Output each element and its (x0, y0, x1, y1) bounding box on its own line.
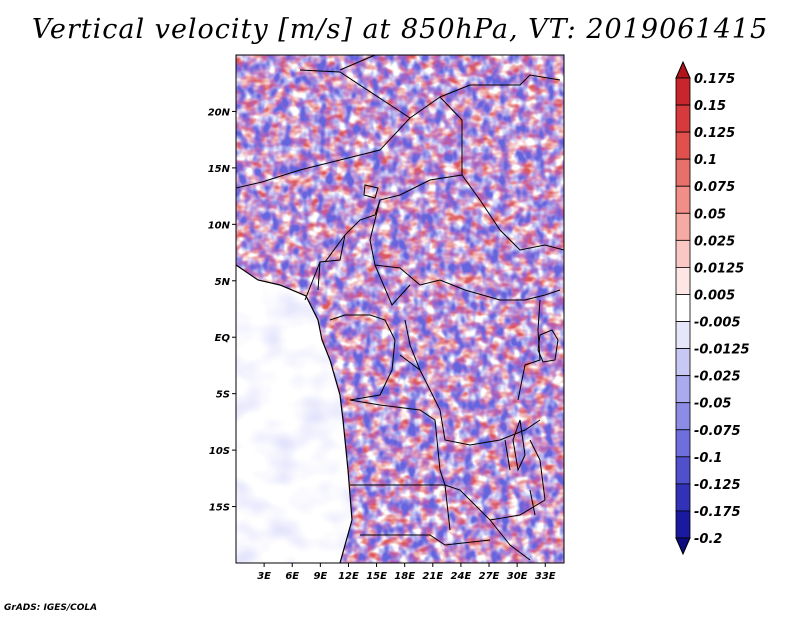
lon-tick-label: 6E (285, 571, 299, 582)
colorbar-label: -0.125 (694, 478, 741, 493)
map-plot-area (236, 55, 564, 563)
lon-tick-label: 9E (313, 571, 327, 582)
lon-tick-label: 27E (479, 571, 500, 582)
lat-tick-label: 10S (209, 446, 230, 457)
colorbar-swatch (675, 212, 691, 241)
lat-tick-label: 5N (215, 277, 231, 288)
lon-tick-label: 33E (535, 571, 556, 582)
map-title: Vertical velocity [m/s] at 850hPa, VT: 2… (31, 14, 769, 45)
colorbar-swatch (675, 131, 691, 160)
lat-tick-label: EQ (215, 333, 231, 344)
colorbar-bottom-arrow (675, 537, 691, 556)
colorbar-swatch (675, 104, 691, 133)
colorbar-label: -0.1 (694, 451, 722, 466)
colorbar-label: 0.05 (694, 207, 726, 222)
colorbar-swatch (675, 483, 691, 512)
grads-credit: GrADS: IGES/COLA (4, 603, 98, 613)
colorbar-label: 0.15 (694, 99, 726, 114)
colorbar-swatch (675, 348, 691, 377)
colorbar-swatch (675, 402, 691, 431)
lon-tick-label: 12E (338, 571, 359, 582)
colorbar-swatch (675, 375, 691, 404)
colorbar-swatch (675, 429, 691, 458)
colorbar-swatch (675, 185, 691, 214)
colorbar-top-arrow (675, 60, 691, 79)
lon-tick-label: 18E (394, 571, 415, 582)
lat-tick-label: 10N (208, 220, 231, 231)
colorbar-label: -0.025 (694, 370, 741, 385)
lon-tick-label: 21E (422, 571, 443, 582)
lon-tick-label: 24E (451, 571, 472, 582)
map-frame (235, 54, 565, 564)
colorbar-label: -0.0125 (694, 343, 750, 358)
colorbar-swatch (675, 239, 691, 268)
colorbar-label: 0.025 (694, 234, 735, 249)
lake-chad (363, 184, 379, 199)
colorbar-swatch (675, 456, 691, 485)
lon-tick-label: 15E (366, 571, 387, 582)
colorbar-swatch (675, 77, 691, 106)
lon-tick-label: 30E (507, 571, 528, 582)
country-borders (236, 55, 564, 561)
latitude-axis: 20N 15N 10N 5N EQ 5S 10S 15S (208, 107, 236, 514)
colorbar-swatch (675, 321, 691, 349)
colorbar-label: -0.2 (694, 532, 722, 547)
colorbar-label: 0.175 (694, 72, 735, 87)
colorbar-swatch (675, 158, 691, 187)
coastline (236, 264, 353, 563)
colorbar-label: -0.005 (694, 316, 741, 331)
colorbar-label: 0.005 (694, 288, 735, 303)
colorbar-swatch (675, 267, 691, 295)
colorbar-swatch (675, 510, 691, 539)
colorbar-label: 0.1 (694, 153, 717, 168)
colorbar-label: 0.075 (694, 180, 735, 195)
colorbar: 0.175 0.15 0.125 0.1 0.075 0.05 0.025 0.0125 0.0… (675, 60, 750, 556)
lat-tick-label: 20N (208, 107, 231, 118)
colorbar-label: 0.0125 (694, 261, 744, 276)
colorbar-label: -0.075 (694, 424, 741, 439)
colorbar-label: -0.05 (694, 397, 731, 412)
longitude-axis: 3E 6E 9E 12E 15E 18E 21E 24E 27E 30E 33E (257, 563, 556, 582)
lakes (504, 329, 559, 516)
colorbar-swatch (675, 294, 691, 322)
lat-tick-label: 5S (216, 390, 230, 401)
colorbar-label: 0.125 (694, 126, 735, 141)
colorbar-label: -0.175 (694, 505, 741, 520)
lon-tick-label: 3E (257, 571, 271, 582)
lat-tick-label: 15S (209, 503, 230, 514)
lat-tick-label: 15N (208, 164, 231, 175)
